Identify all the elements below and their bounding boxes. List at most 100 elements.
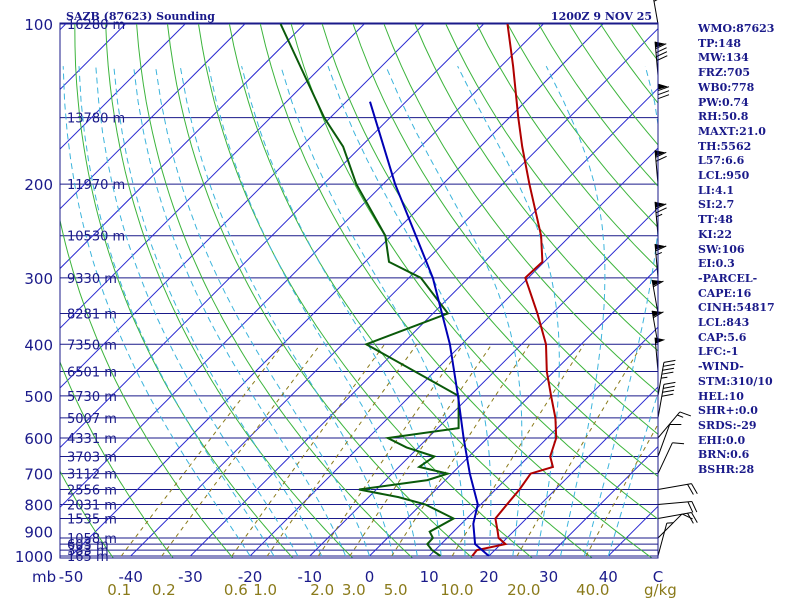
sounding-index: CAPE:16 (698, 286, 752, 300)
sounding-index: FRZ:705 (698, 66, 751, 80)
sounding-index: LI:4.1 (698, 183, 735, 197)
sounding-index: L57:6.6 (698, 154, 745, 168)
sounding-index: PW:0.74 (698, 95, 749, 109)
sounding-index: SHR+:0.0 (698, 404, 758, 418)
height-label: 1535 m (67, 512, 117, 527)
wind-barb (657, 359, 676, 396)
isotherm-line (60, 23, 365, 329)
mixing-ratio-tick-label: 2.0 (310, 581, 334, 599)
wind-barb (651, 0, 660, 25)
temperature-profile-line (471, 23, 558, 557)
dry-adiabat-line (105, 23, 354, 558)
sounding-index: LCL:950 (698, 169, 750, 183)
dry-adiabat-line (136, 23, 414, 558)
isotherm-line (60, 23, 484, 449)
sounding-index: CAP:5.6 (698, 330, 747, 344)
sounding-index: RH:50.8 (698, 110, 749, 124)
moist-adiabat-line (78, 66, 275, 557)
wind-barb (657, 381, 676, 418)
isotherm-line (60, 23, 186, 150)
height-label: 3703 m (67, 450, 117, 465)
height-label: 7350 m (67, 338, 117, 353)
height-label: 16280 m (67, 18, 125, 33)
isotherm-line (488, 386, 658, 557)
mixing-ratio-tick-label: 0.2 (152, 581, 176, 599)
sounding-index: TP:148 (698, 36, 742, 50)
pressure-tick-label: 800 (24, 496, 53, 514)
height-label: 4331 m (67, 432, 117, 447)
sounding-index: BSHR:28 (698, 463, 755, 477)
isotherm-line (60, 23, 425, 389)
wind-barb (657, 483, 698, 495)
height-label: 5730 m (67, 390, 117, 405)
isotherm-line (369, 266, 658, 557)
isotherm-line (548, 445, 658, 557)
height-label: 603 m (67, 538, 109, 553)
wind-barb (657, 411, 692, 439)
isotherm-line (60, 23, 246, 210)
dry-adiabat-line (167, 23, 474, 558)
pressure-tick-label: 700 (24, 466, 53, 484)
sounding-index: WMO:87623 (698, 22, 775, 35)
height-label: 383 m (67, 544, 109, 559)
mixing-ratio-tick-label: 40.0 (576, 581, 609, 599)
dry-adiabat-line (352, 23, 658, 435)
height-label: 5007 m (67, 412, 117, 427)
mixing-ratio-tick-label: 3.0 (342, 581, 366, 599)
thermo-background-lines (60, 23, 658, 558)
mixing-ratio-line (317, 344, 464, 557)
mixing-ratio-line (266, 344, 418, 557)
dry-adiabat-line (60, 470, 114, 558)
isotherm-line (428, 326, 658, 557)
moist-adiabat-line (62, 66, 251, 557)
height-label: 8281 m (67, 307, 117, 322)
wind-barb (657, 424, 682, 457)
sounding-index: CINH:54817 (698, 301, 775, 315)
moist-adiabat-line (155, 66, 370, 557)
mixing-ratio-tick-label: 10.0 (440, 581, 473, 599)
moist-adiabat-line (133, 66, 347, 557)
temperature-tick-label: 30 (539, 568, 558, 586)
pressure-tick-label: 100 (24, 16, 53, 34)
pressure-tick-label: 300 (24, 270, 53, 288)
mixing-ratio-line (585, 423, 658, 557)
height-label: 6501 m (67, 366, 117, 381)
height-label: 10530 m (67, 230, 125, 245)
pressure-tick-label: 400 (24, 336, 53, 354)
sounding-index: EI:0.3 (698, 257, 735, 271)
sounding-index: -WIND- (698, 360, 744, 374)
dry-adiabat-line (290, 23, 658, 520)
isotherm-line (130, 27, 658, 557)
temperature-tick-label: 0 (365, 568, 375, 586)
isotherm-line (60, 23, 305, 270)
mixing-ratio-tick-label: 5.0 (384, 581, 408, 599)
sounding-index: SW:106 (698, 242, 745, 256)
dry-adiabat-line (383, 23, 658, 394)
sounding-indices-panel: WMO:87623 TP:148 MW:134 FRZ:705 WB0:778 PW:0.… (698, 22, 798, 478)
height-label: 2031 m (67, 498, 117, 513)
moist-adiabat-line (95, 66, 299, 557)
pressure-tick-label: 200 (24, 176, 53, 194)
profile-lines (279, 23, 558, 557)
dry-adiabat-line (198, 23, 534, 558)
temperature-tick-label: -50 (59, 568, 84, 586)
dewpoint-profile-line (279, 23, 460, 557)
mixing-ratio-tick-label: 0.6 (224, 581, 248, 599)
dry-adiabat-line (321, 23, 658, 478)
pressure-tick-label: 600 (24, 430, 53, 448)
height-label: 3112 m (67, 468, 117, 483)
moist-adiabat-line (113, 66, 323, 557)
temperature-tick-label: 10 (420, 568, 439, 586)
height-label: 9330 m (67, 272, 117, 287)
plot-frame (59, 22, 659, 559)
temperature-tick-label: 40 (599, 568, 618, 586)
dry-adiabat-line (445, 23, 658, 311)
pressure-tick-label: 500 (24, 388, 53, 406)
wind-barb (657, 442, 685, 474)
sounding-index: STM:310/10 (698, 374, 773, 388)
isotherm-line (60, 23, 544, 509)
sounding-index: LFC:-1 (698, 345, 739, 359)
sounding-index: WB0:778 (698, 80, 755, 94)
